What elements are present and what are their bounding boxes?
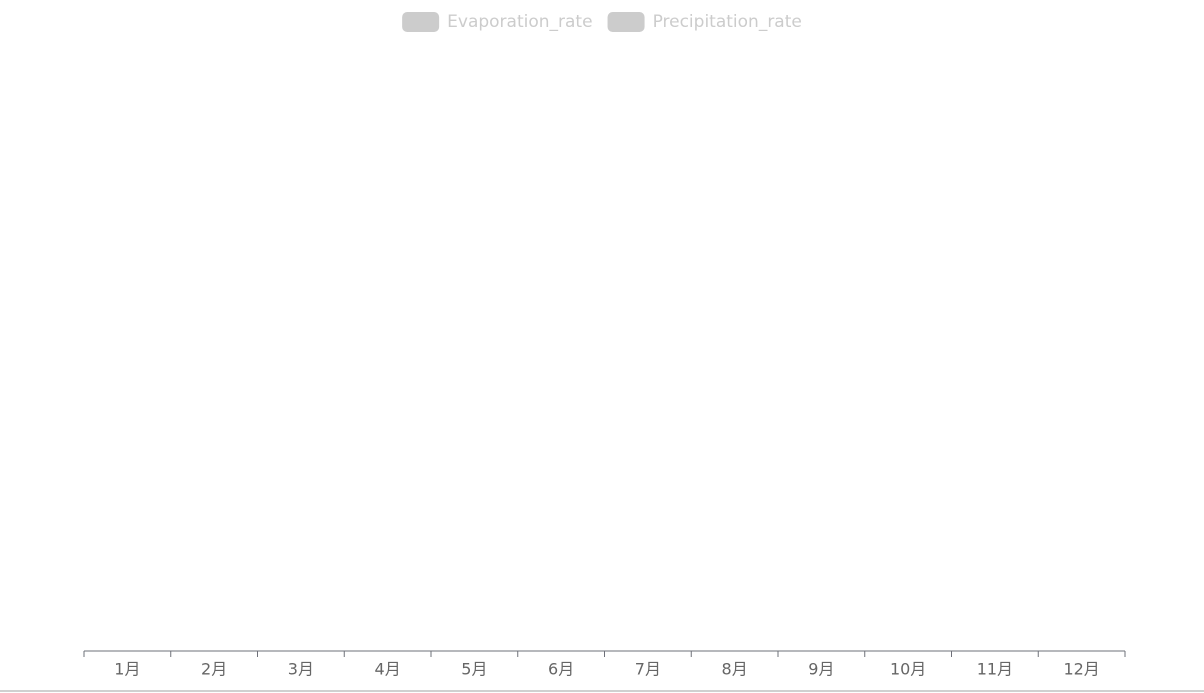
legend-icon[interactable] [402, 12, 440, 32]
x-tick-label: 12月 [1063, 660, 1099, 679]
x-tick-label: 6月 [548, 660, 574, 679]
legend-label[interactable]: Evaporation_rate [447, 12, 592, 32]
x-tick-label: 2月 [201, 660, 227, 679]
legend-label[interactable]: Precipitation_rate [653, 12, 802, 32]
x-tick-label: 4月 [375, 660, 401, 679]
x-tick-label: 8月 [722, 660, 748, 679]
legend-icon[interactable] [607, 12, 645, 32]
x-tick-label: 10月 [890, 660, 926, 679]
x-tick-label: 11月 [977, 660, 1013, 679]
x-tick-label: 9月 [808, 660, 834, 679]
x-tick-label: 7月 [635, 660, 661, 679]
x-tick-label: 1月 [114, 660, 140, 679]
x-tick-label: 5月 [461, 660, 487, 679]
x-tick-label: 3月 [288, 660, 314, 679]
